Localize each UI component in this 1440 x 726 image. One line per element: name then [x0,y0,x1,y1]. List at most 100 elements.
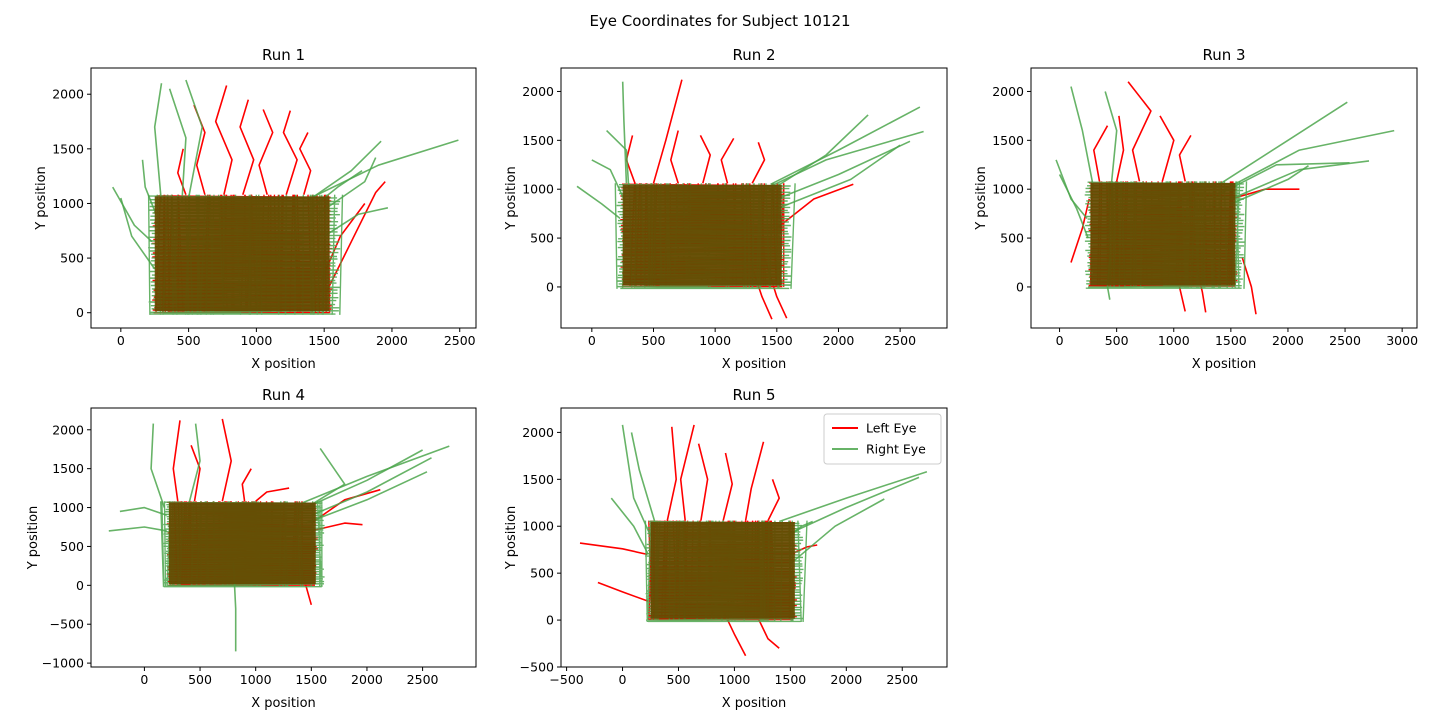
trace-excursion [1070,86,1095,190]
x-axis-label: X position [251,696,316,711]
trace-excursion [776,144,901,210]
legend-label: Right Eye [866,442,926,457]
plot-area [1055,81,1395,315]
trace-excursion [1055,159,1088,220]
y-tick-label: 1000 [992,182,1024,197]
x-tick-label: 1000 [719,672,751,687]
plot-area [579,424,928,657]
trace-excursion [1093,125,1109,182]
trace-excursion [722,452,733,521]
y-tick-label: 1500 [522,472,554,487]
x-tick-label: 0 [619,672,627,687]
y-tick-label: 0 [76,578,84,593]
plot-area [576,79,924,320]
axes-frame [1030,67,1418,329]
trace-excursion [241,468,252,502]
trace-excursion [255,487,290,502]
trace-excursion [606,130,630,190]
x-tick-label: 2000 [376,333,408,348]
x-tick-label: 1500 [761,333,793,348]
trace-excursion [767,479,780,521]
trace-excursion [239,99,255,195]
y-tick-label: 2000 [52,87,84,102]
y-tick-label: 500 [60,251,84,266]
axes-frame [90,67,477,329]
trace-excursion [316,157,377,216]
trace-excursion [190,445,201,502]
x-tick-label: 500 [177,333,201,348]
x-tick-label: 2000 [830,672,862,687]
y-tick-label: 1000 [522,519,554,534]
y-axis-label: Y position [34,166,49,231]
trace-excursion [756,615,780,649]
trace-excursion [699,135,711,184]
y-tick-label: 500 [530,566,554,581]
trace-excursion [119,506,167,517]
trace-excursion [591,159,625,200]
x-tick-label: 500 [667,672,691,687]
trace-excursion [1058,174,1089,239]
y-tick-label: 1000 [52,500,84,515]
x-tick-label: 1500 [1215,333,1247,348]
x-tick-label: 500 [642,333,666,348]
y-tick-label: 0 [546,613,554,628]
x-tick-label: 2500 [886,672,918,687]
y-tick-label: 2000 [522,84,554,99]
trace-excursion [153,83,163,204]
y-axis-label: Y position [974,166,989,231]
y-tick-label: 1000 [52,196,84,211]
x-tick-label: 0 [1056,333,1064,348]
y-tick-label: 1500 [992,133,1024,148]
y-tick-label: 500 [60,539,84,554]
trace-excursion [621,81,628,184]
trace-excursion [652,79,683,184]
y-axis-label: Y position [504,506,519,571]
trace-excursion [1159,115,1175,182]
x-tick-label: 1000 [1158,333,1190,348]
y-tick-label: 0 [76,305,84,320]
trace-excursion [1178,134,1192,182]
subplot-title: Run 4 [262,386,305,404]
subplot-run-4: 0 500 1000 1500 2000 2500 −1000 −500 0 500 1000 150… [26,386,477,711]
panels-container: 0 500 1000 1500 2000 2500 0 500 1000 1500 2000 Run … [26,46,1418,711]
trace-excursion [778,471,928,523]
y-tick-label: 500 [1000,231,1024,246]
trace-excursion [784,476,920,537]
trace-excursion [1218,101,1348,185]
trace-excursion [299,447,346,513]
trace-excursion [1230,160,1370,200]
trace-excursion [697,443,709,521]
y-tick-label: 0 [1016,279,1024,294]
trace-excursion [776,140,911,200]
x-tick-label: 2500 [884,333,916,348]
y-tick-label: 1500 [52,461,84,476]
trace-excursion [1219,162,1350,195]
trace-excursion [214,85,233,195]
trace-excursion [630,432,657,527]
y-tick-label: 2000 [522,425,554,440]
x-tick-label: 1500 [308,333,340,348]
subplot-run-3: 0 500 1000 1500 2000 2500 3000 0 500 1000 1500 2000… [974,46,1418,372]
y-tick-label: 1500 [522,133,554,148]
overlap-region [168,502,316,585]
trace-excursion [305,449,423,509]
trace-excursion [666,426,677,521]
trace-excursion [576,185,621,220]
trace-excursion [150,423,166,508]
x-tick-label: 1500 [774,672,806,687]
trace-excursion [751,142,766,184]
x-tick-label: 0 [588,333,596,348]
trace-excursion [1070,198,1090,263]
trace-excursion [764,114,869,195]
y-tick-label: −500 [520,660,554,675]
x-tick-label: 1500 [295,672,327,687]
trace-excursion [744,441,765,521]
y-axis-label: Y position [504,166,519,231]
trace-excursion [621,424,652,536]
axes-frame [560,67,948,329]
trace-excursion [112,186,153,243]
trace-excursion [299,445,450,505]
legend-label: Left Eye [866,421,917,436]
plot-area [112,79,459,315]
